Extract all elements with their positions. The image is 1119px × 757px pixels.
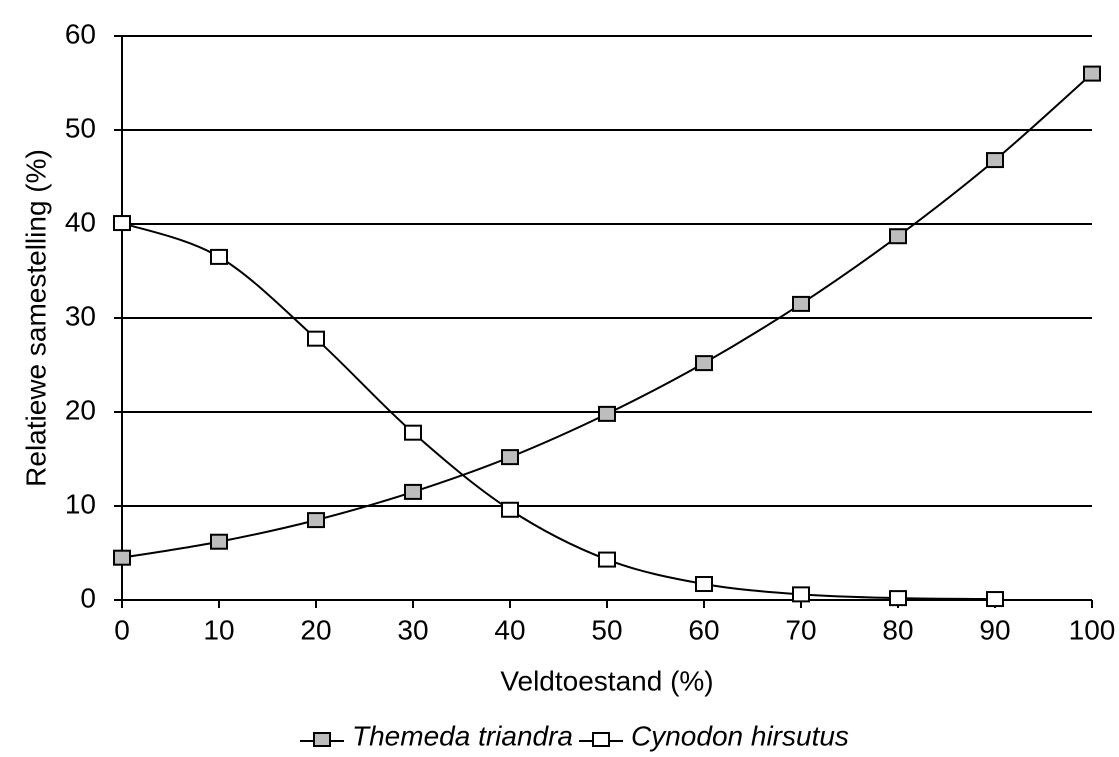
x-tick-label: 50 bbox=[591, 614, 622, 645]
x-tick-label: 10 bbox=[203, 614, 234, 645]
point-marker bbox=[307, 330, 325, 347]
point-marker bbox=[113, 215, 131, 232]
legend-marker bbox=[313, 732, 331, 747]
x-tick-label: 20 bbox=[300, 614, 331, 645]
x-tick-label: 0 bbox=[114, 614, 130, 645]
point-marker bbox=[598, 551, 616, 568]
legend-text: Themeda triandra bbox=[352, 720, 573, 751]
point-marker bbox=[307, 512, 325, 529]
point-marker bbox=[501, 449, 519, 466]
point-marker bbox=[889, 228, 907, 245]
x-axis-label: Veldtoestand (%) bbox=[500, 665, 713, 696]
x-tick-label: 40 bbox=[494, 614, 525, 645]
point-marker bbox=[598, 405, 616, 422]
point-marker bbox=[210, 533, 228, 550]
point-marker bbox=[695, 576, 713, 593]
point-marker bbox=[501, 501, 519, 518]
point-marker bbox=[695, 355, 713, 372]
x-tick-label: 90 bbox=[979, 614, 1010, 645]
legend-marker bbox=[592, 732, 611, 747]
point-marker bbox=[889, 590, 907, 607]
point-marker bbox=[113, 549, 131, 566]
series-line bbox=[121, 222, 996, 601]
point-marker bbox=[1083, 65, 1101, 82]
legend-text: Cynodon hirsutus bbox=[631, 720, 849, 751]
x-tick-label: 70 bbox=[785, 614, 816, 645]
x-tick-label: 60 bbox=[688, 614, 719, 645]
point-marker bbox=[404, 483, 422, 500]
y-axis-label: Relatiewe samestelling (%) bbox=[20, 149, 51, 487]
y-tick-label: 30 bbox=[65, 300, 96, 331]
y-tick-label: 20 bbox=[65, 394, 96, 425]
series-line bbox=[121, 72, 1093, 559]
point-marker bbox=[210, 248, 228, 265]
x-tick-label: 80 bbox=[882, 614, 913, 645]
point-marker bbox=[404, 424, 422, 441]
point-marker bbox=[986, 152, 1004, 169]
point-marker bbox=[792, 586, 810, 603]
y-tick-label: 50 bbox=[65, 112, 96, 143]
y-tick-label: 60 bbox=[65, 18, 96, 49]
x-tick-label: 100 bbox=[1069, 614, 1116, 645]
point-marker bbox=[986, 591, 1004, 608]
y-tick-label: 40 bbox=[65, 206, 96, 237]
point-marker bbox=[792, 295, 810, 312]
x-tick-label: 30 bbox=[397, 614, 428, 645]
y-tick-label: 0 bbox=[80, 582, 96, 613]
y-tick-label: 10 bbox=[65, 488, 96, 519]
